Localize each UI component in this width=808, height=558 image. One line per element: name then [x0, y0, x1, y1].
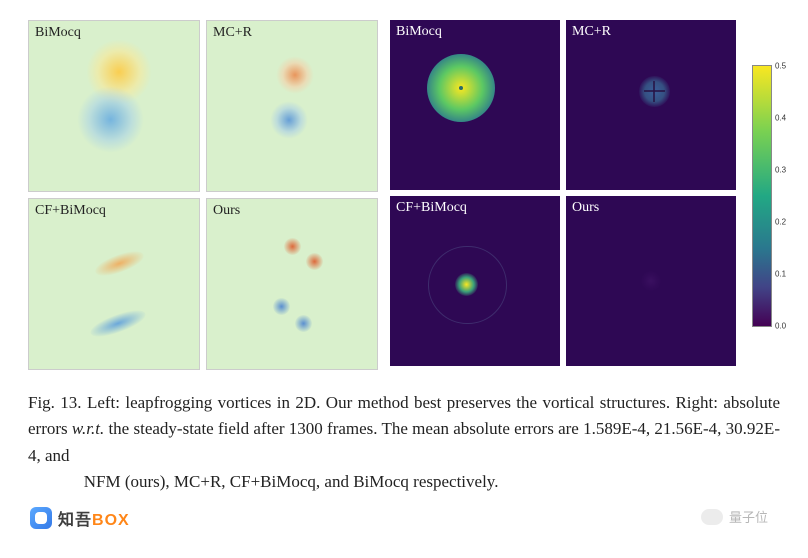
colorbar-tick: 0.1	[775, 270, 786, 279]
err-panel-bimocq: BiMocq	[390, 20, 560, 190]
right-panels: BiMocq MC+R CF+BiMocq Ours	[390, 20, 736, 366]
panel-bimocq: BiMocq	[28, 20, 200, 192]
panel-label: CF+BiMocq	[396, 200, 467, 216]
colorbar-tick: 0.4	[775, 114, 786, 123]
panel-cf-bimocq: CF+BiMocq	[28, 198, 200, 370]
caption-text-b: the steady-state field after 1300 frames…	[28, 419, 780, 464]
panel-ours: Ours	[206, 198, 378, 370]
watermark-right: 量子位	[701, 507, 768, 526]
colorbar-tick: 0.0	[775, 322, 786, 331]
colorbar-tick: 0.3	[775, 166, 786, 175]
left-panels: BiMocq MC+R CF+BiMocq Ours	[28, 20, 378, 370]
brand-en: BOX	[92, 512, 130, 529]
colorbar-tick: 0.5	[775, 62, 786, 71]
panel-label: CF+BiMocq	[35, 203, 106, 219]
watermark-right-text: 量子位	[729, 507, 768, 526]
figure-grid: BiMocq MC+R CF+BiMocq Ours BiMocq MC+R CF+BiM…	[28, 20, 780, 370]
caption-fignum: Fig. 13.	[28, 393, 82, 412]
caption-wrt: w.r.t.	[72, 419, 104, 438]
brand-icon	[30, 507, 52, 529]
figure-caption: Fig. 13. Left: leapfrogging vortices in …	[28, 390, 780, 495]
watermark-left: 知吾BOX	[30, 506, 130, 530]
panel-label: Ours	[213, 203, 240, 219]
colorbar: 0.50.40.30.20.10.0	[752, 65, 772, 327]
brand-cn: 知吾	[58, 512, 92, 529]
panel-label: MC+R	[572, 24, 611, 40]
panel-label: MC+R	[213, 25, 252, 41]
err-panel-cf-bimocq: CF+BiMocq	[390, 196, 560, 366]
panel-label: BiMocq	[396, 24, 442, 40]
colorbar-tick: 0.2	[775, 218, 786, 227]
cloud-icon	[701, 509, 723, 525]
panel-label: Ours	[572, 200, 599, 216]
err-panel-ours: Ours	[566, 196, 736, 366]
panel-label: BiMocq	[35, 25, 81, 41]
err-panel-mc-r: MC+R	[566, 20, 736, 190]
brand-text: 知吾BOX	[58, 506, 130, 530]
caption-text-c: NFM (ours), MC+R, CF+BiMocq, and BiMocq …	[84, 472, 499, 491]
panel-mc-r: MC+R	[206, 20, 378, 192]
